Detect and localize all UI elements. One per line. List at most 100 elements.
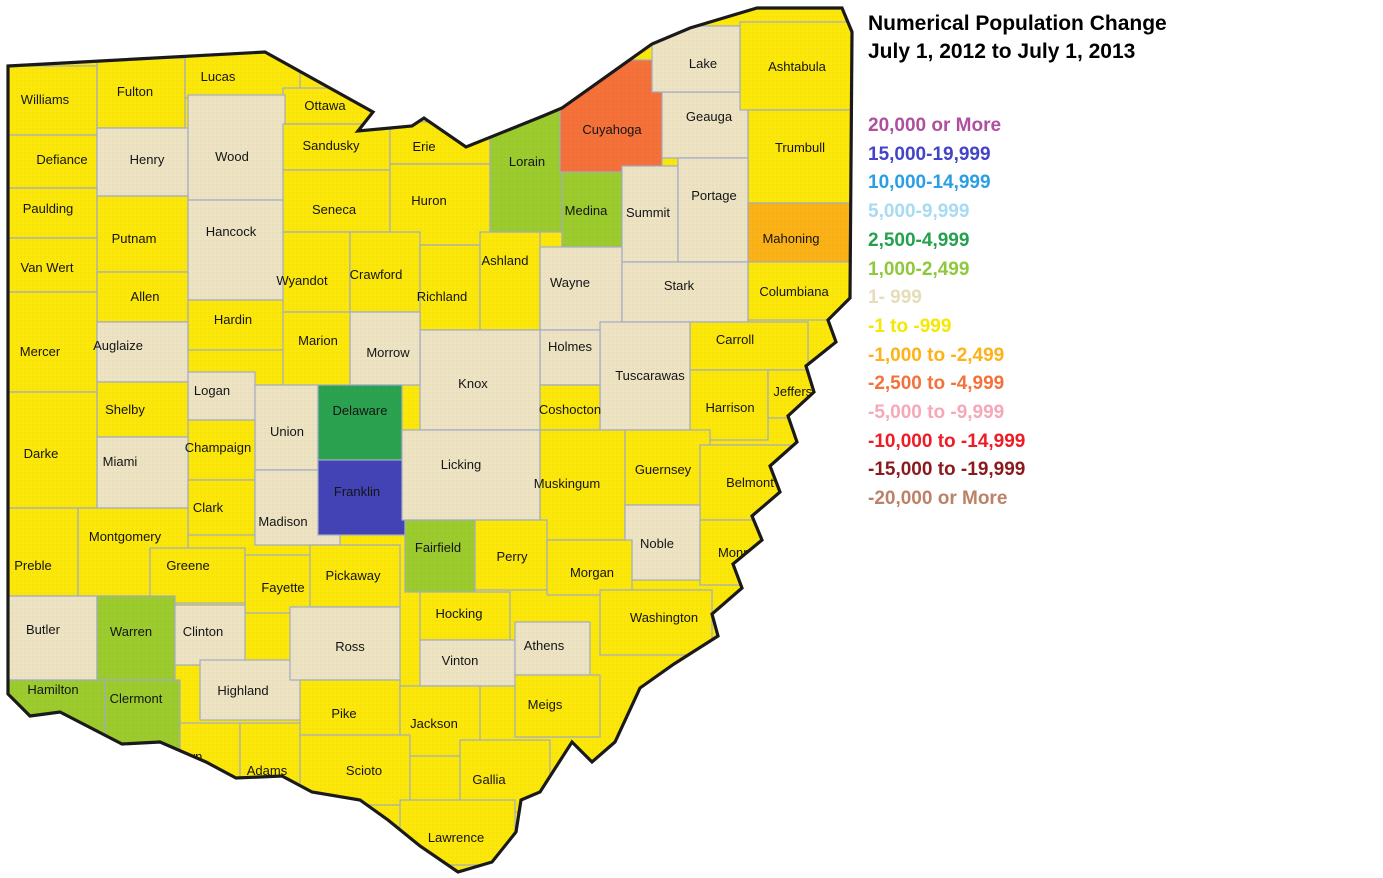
county-label-lorain: Lorain bbox=[509, 154, 545, 169]
halftone-texture bbox=[8, 8, 852, 872]
county-label-guernsey: Guernsey bbox=[635, 462, 692, 477]
county-label-meigs: Meigs bbox=[528, 697, 563, 712]
county-label-jackson: Jackson bbox=[410, 716, 458, 731]
county-label-adams: Adams bbox=[247, 763, 288, 778]
county-label-portage: Portage bbox=[691, 188, 737, 203]
county-label-logan: Logan bbox=[194, 383, 230, 398]
county-label-fairfield: Fairfield bbox=[415, 540, 461, 555]
ohio-county-map: Williams Fulton Lucas Ottawa Defiance Henry Wo… bbox=[6, 6, 854, 874]
county-label-preble: Preble bbox=[14, 558, 52, 573]
county-label-muskingum: Muskingum bbox=[534, 476, 600, 491]
state-outline bbox=[6, 6, 854, 874]
county-label-marion: Marion bbox=[298, 333, 338, 348]
county-label-clark: Clark bbox=[193, 500, 224, 515]
county-label-champaign: Champaign bbox=[185, 440, 252, 455]
county-label-wood: Wood bbox=[215, 149, 249, 164]
county-label-geauga: Geauga bbox=[686, 109, 733, 124]
county-label-noble: Noble bbox=[640, 536, 674, 551]
legend-item: 20,000 or More bbox=[868, 115, 1002, 136]
county-label-allen: Allen bbox=[131, 289, 160, 304]
county-label-cuyahoga: Cuyahoga bbox=[582, 122, 642, 137]
county-label-carroll: Carroll bbox=[716, 332, 754, 347]
legend-item: 1- 999 bbox=[868, 287, 922, 309]
county-label-highland: Highland bbox=[217, 683, 268, 698]
county-label-wayne: Wayne bbox=[550, 275, 590, 290]
county-label-perry: Perry bbox=[496, 549, 528, 564]
county-label-henry: Henry bbox=[130, 152, 165, 167]
county-label-belmont: Belmont bbox=[726, 475, 774, 490]
county-label-van-wert: Van Wert bbox=[21, 260, 74, 275]
county-label-athens: Athens bbox=[524, 638, 565, 653]
county-label-morrow: Morrow bbox=[366, 345, 410, 360]
county-label-miami: Miami bbox=[103, 454, 138, 469]
county-label-ashland: Ashland bbox=[482, 253, 529, 268]
county-label-licking: Licking bbox=[441, 457, 481, 472]
county-label-coshocton: Coshocton bbox=[539, 402, 601, 417]
legend-list: 20,000 or More 15,000-19,999 10,000-14,999… bbox=[868, 112, 1368, 514]
county-label-medina: Medina bbox=[565, 203, 608, 218]
county-label-clermont: Clermont bbox=[110, 691, 163, 706]
county-label-stark: Stark bbox=[664, 278, 695, 293]
legend-item: -10,000 to -14,999 bbox=[868, 430, 1026, 452]
legend-item: -1 to -999 bbox=[868, 315, 952, 337]
county-label-trumbull: Trumbull bbox=[775, 140, 825, 155]
legend-item: 15,000-19,999 bbox=[868, 143, 991, 165]
county-label-ottawa: Ottawa bbox=[304, 98, 346, 113]
county-label-seneca: Seneca bbox=[312, 202, 357, 217]
county-label-wyandot: Wyandot bbox=[276, 273, 328, 288]
county-label-columbiana: Columbiana bbox=[759, 284, 829, 299]
county-label-crawford: Crawford bbox=[350, 267, 403, 282]
county-label-hardin: Hardin bbox=[214, 312, 252, 327]
county-labels-layer: Williams Fulton Lucas Ottawa Defiance Henry Wo… bbox=[14, 56, 829, 845]
county-label-butler: Butler bbox=[26, 622, 61, 637]
county-label-putnam: Putnam bbox=[112, 231, 157, 246]
county-label-tuscarawas: Tuscarawas bbox=[615, 368, 685, 383]
county-label-clinton: Clinton bbox=[183, 624, 223, 639]
county-label-warren: Warren bbox=[110, 624, 152, 639]
county-label-defiance: Defiance bbox=[36, 152, 87, 167]
county-label-holmes: Holmes bbox=[548, 339, 593, 354]
map-title: Numerical Population Change July 1, 2012… bbox=[868, 10, 1368, 66]
county-label-vinton: Vinton bbox=[442, 653, 479, 668]
county-label-knox: Knox bbox=[458, 376, 488, 391]
county-label-pickaway: Pickaway bbox=[326, 568, 381, 583]
county-label-washington: Washington bbox=[630, 610, 698, 625]
county-label-jefferson: Jefferson bbox=[773, 384, 826, 399]
legend-item: 2,500-4,999 bbox=[868, 229, 970, 251]
county-label-fulton: Fulton bbox=[117, 84, 153, 99]
county-label-harrison: Harrison bbox=[705, 400, 754, 415]
county-label-madison: Madison bbox=[258, 514, 307, 529]
county-label-ross: Ross bbox=[335, 639, 365, 654]
county-label-sandusky: Sandusky bbox=[302, 138, 360, 153]
county-label-greene: Greene bbox=[166, 558, 209, 573]
legend-item: 10,000-14,999 bbox=[868, 172, 991, 194]
county-label-montgomery: Montgomery bbox=[89, 529, 162, 544]
county-label-delaware: Delaware bbox=[333, 403, 388, 418]
county-label-pike: Pike bbox=[331, 706, 356, 721]
county-label-auglaize: Auglaize bbox=[93, 338, 143, 353]
county-label-summit: Summit bbox=[626, 205, 670, 220]
county-label-lucas: Lucas bbox=[201, 69, 236, 84]
county-label-hancock: Hancock bbox=[206, 224, 257, 239]
county-label-shelby: Shelby bbox=[105, 402, 145, 417]
county-label-union: Union bbox=[270, 424, 304, 439]
county-label-gallia: Gallia bbox=[472, 772, 506, 787]
county-label-erie: Erie bbox=[412, 139, 435, 154]
county-label-hocking: Hocking bbox=[436, 606, 483, 621]
map-title-line2: July 1, 2012 to July 1, 2013 bbox=[868, 40, 1136, 63]
county-label-lake: Lake bbox=[689, 56, 717, 71]
map-title-line1: Numerical Population Change bbox=[868, 12, 1167, 35]
county-label-huron: Huron bbox=[411, 193, 446, 208]
legend-item: -5,000 to -9,999 bbox=[868, 402, 1005, 424]
legend-panel: Numerical Population Change July 1, 2012… bbox=[868, 10, 1368, 514]
legend-item: 1,000-2,499 bbox=[868, 258, 970, 280]
county-label-franklin: Franklin bbox=[334, 484, 380, 499]
county-label-mahoning: Mahoning bbox=[762, 231, 819, 246]
county-label-williams: Williams bbox=[21, 92, 70, 107]
county-label-morgan: Morgan bbox=[570, 565, 614, 580]
legend-item: -2,500 to -4,999 bbox=[868, 373, 1005, 395]
county-label-lawrence: Lawrence bbox=[428, 830, 484, 845]
county-label-fayette: Fayette bbox=[261, 580, 304, 595]
county-label-darke: Darke bbox=[24, 446, 59, 461]
county-label-scioto: Scioto bbox=[346, 763, 382, 778]
